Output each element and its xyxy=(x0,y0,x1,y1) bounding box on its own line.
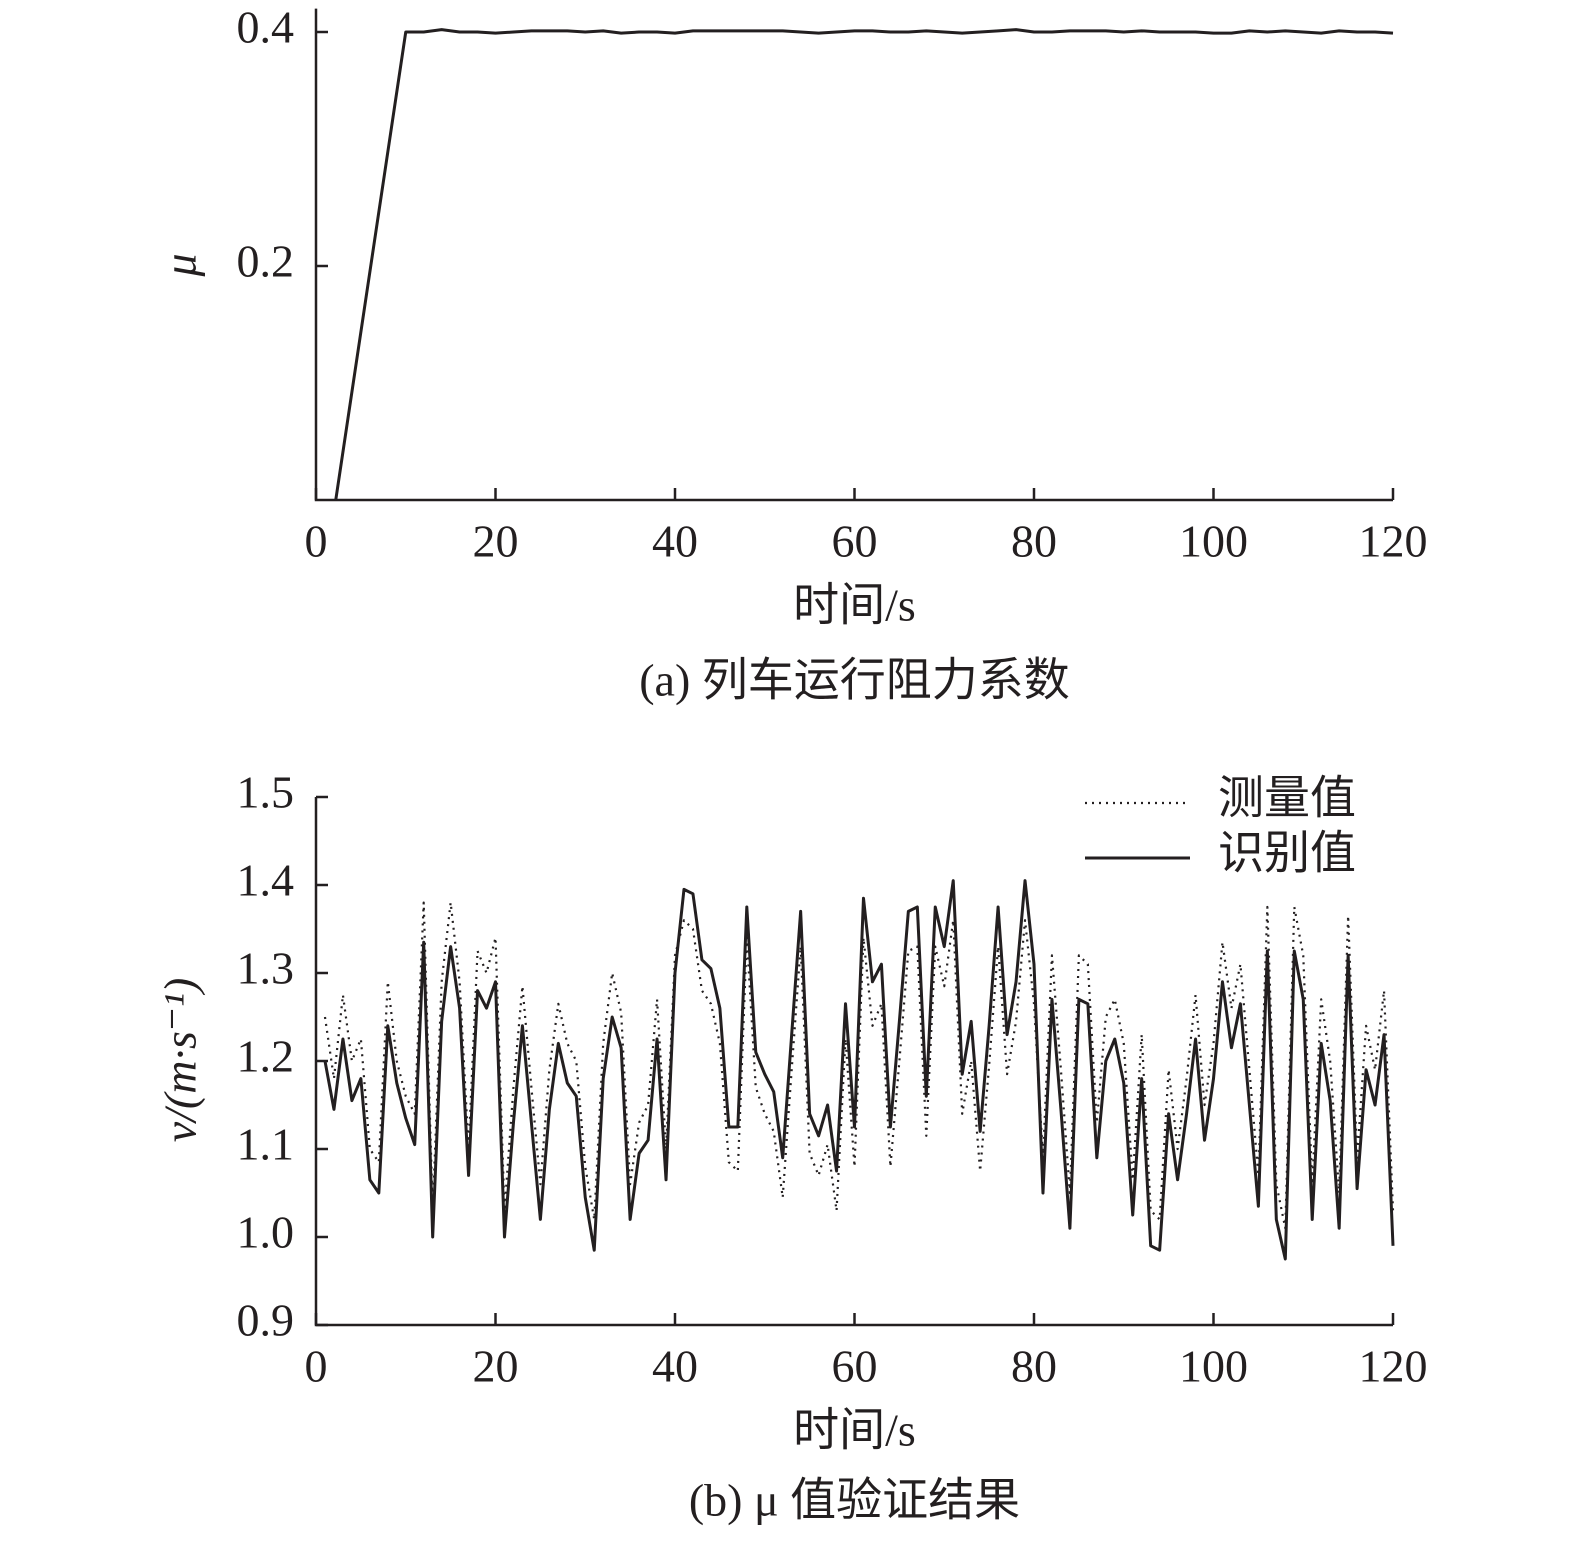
data-line xyxy=(323,879,1395,1261)
y-tick-label: 0.9 xyxy=(237,1295,295,1346)
x-axis-label: 时间/s xyxy=(793,580,916,631)
x-tick-label: 60 xyxy=(832,1341,878,1392)
y-tick-label: 1.2 xyxy=(237,1031,295,1082)
x-tick-label: 80 xyxy=(1011,516,1057,567)
y-tick-label: 1.4 xyxy=(237,855,295,906)
x-tick-label: 0 xyxy=(305,516,328,567)
y-axis-label: v/(m·s⁻¹) xyxy=(155,978,206,1143)
x-tick-label: 60 xyxy=(832,516,878,567)
y-tick-label: 1.0 xyxy=(237,1207,295,1258)
data-line xyxy=(323,901,1395,1230)
legend-label: 测量值 xyxy=(1218,773,1356,824)
legend-label: 识别值 xyxy=(1218,828,1356,879)
y-tick-label: 0.2 xyxy=(237,236,295,287)
caption: (b) μ 值验证结果 xyxy=(689,1475,1020,1526)
x-tick-label: 40 xyxy=(652,1341,698,1392)
x-tick-label: 100 xyxy=(1179,1341,1248,1392)
y-axis-label: μ xyxy=(155,253,206,277)
y-tick-label: 1.3 xyxy=(237,943,295,994)
caption: (a) 列车运行阻力系数 xyxy=(639,655,1070,706)
data-line xyxy=(334,28,1394,501)
x-tick-label: 100 xyxy=(1179,516,1248,567)
x-axis-label: 时间/s xyxy=(793,1405,916,1456)
axis-line xyxy=(314,8,1393,502)
y-tick-label: 0.4 xyxy=(237,2,295,53)
y-tick-label: 1.1 xyxy=(237,1119,295,1170)
x-tick-label: 120 xyxy=(1359,1341,1428,1392)
x-tick-label: 20 xyxy=(473,516,519,567)
x-tick-label: 0 xyxy=(305,1341,328,1392)
x-tick-label: 40 xyxy=(652,516,698,567)
y-tick-label: 1.5 xyxy=(237,767,295,818)
x-tick-label: 120 xyxy=(1359,516,1428,567)
x-tick-label: 20 xyxy=(473,1341,519,1392)
x-tick-label: 80 xyxy=(1011,1341,1057,1392)
